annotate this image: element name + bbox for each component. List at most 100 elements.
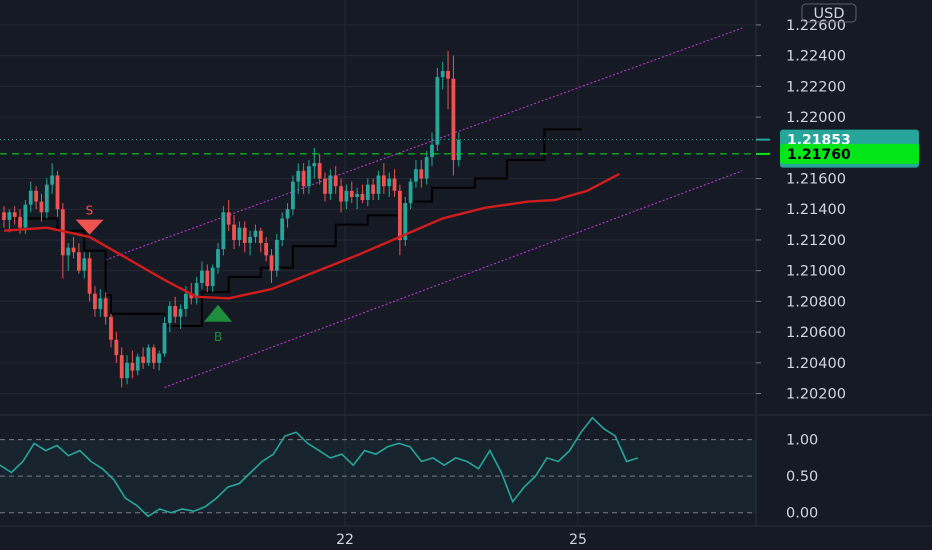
candle-down	[93, 286, 97, 317]
candle-body	[301, 170, 306, 187]
candle-up	[210, 264, 215, 293]
candle-down	[87, 252, 92, 302]
candle-up	[424, 150, 429, 185]
candle-body	[2, 212, 6, 220]
candle-body	[189, 293, 194, 299]
price-tick-label: 1.21400	[786, 202, 846, 218]
candle-up	[167, 301, 172, 333]
sell-signal-marker	[75, 219, 104, 235]
candle-body	[200, 270, 204, 283]
candle-down	[12, 206, 17, 225]
candle-body	[135, 356, 140, 371]
candle-up	[50, 163, 55, 194]
candle-body	[173, 306, 178, 317]
candle-down	[392, 169, 397, 197]
trailing-stop-path	[4, 128, 582, 327]
price-tick-label: 1.22000	[786, 110, 846, 126]
candle-down	[119, 347, 124, 388]
candle-body	[34, 190, 38, 202]
candle-down	[226, 200, 231, 231]
candle-down	[371, 178, 376, 201]
candle-up	[440, 61, 445, 90]
candle-down	[339, 178, 343, 213]
candle-body	[226, 212, 231, 225]
candle-body	[39, 201, 44, 213]
candle-body	[194, 282, 199, 299]
currency-button[interactable]: USD	[801, 3, 857, 23]
candle-body	[381, 175, 386, 187]
candle-body	[146, 347, 151, 363]
candle-body	[184, 293, 188, 310]
candle-body	[285, 209, 290, 219]
candle-down	[205, 264, 210, 293]
candle-up	[44, 178, 49, 219]
candle-up	[98, 289, 103, 317]
candle-body	[280, 218, 285, 240]
candle-down	[2, 206, 6, 228]
candle-up	[125, 355, 129, 385]
candle-body	[125, 362, 129, 379]
price-axis[interactable]: 1.226001.224001.222001.220001.216001.214…	[756, 3, 857, 403]
candle-body	[360, 193, 365, 201]
candle-down	[39, 193, 44, 222]
candle-down	[151, 344, 156, 369]
time-axis[interactable]: 22 25	[336, 532, 587, 548]
oscillator-tick-label: 0.50	[786, 469, 818, 485]
candle-body	[253, 230, 258, 237]
oscillator-line	[0, 416, 639, 518]
oscillator-tick-label: 1.00	[786, 433, 818, 449]
candle-body	[403, 203, 408, 240]
buy-signal-label: B	[214, 330, 222, 344]
candle-body	[93, 293, 97, 310]
price-badges: 1.2185302:24:261.21760	[756, 129, 919, 168]
price-channel	[105, 27, 743, 388]
candle-body	[82, 258, 87, 271]
candle-up	[387, 172, 392, 197]
candle-down	[264, 236, 269, 262]
price-level-lines	[0, 139, 756, 155]
candle-body	[430, 144, 434, 158]
candle-down	[360, 184, 365, 204]
sell-signal-label: S	[86, 204, 94, 218]
candle-body	[28, 190, 33, 205]
price-tick-label: 1.20400	[786, 356, 846, 372]
candle-up	[274, 233, 279, 277]
candle-body	[248, 236, 252, 244]
candle-body	[77, 252, 81, 271]
candle-up	[285, 203, 290, 228]
candle-down	[269, 249, 274, 283]
level-value: 1.21760	[787, 147, 851, 163]
candle-up	[408, 178, 413, 210]
currency-label: USD	[814, 6, 845, 22]
candle-down	[114, 332, 119, 363]
candlestick-series	[2, 51, 461, 388]
price-tick-label: 1.20800	[786, 294, 846, 310]
oscillator-pane: 1.00 0.50 0.00	[0, 416, 818, 522]
candle-down	[349, 181, 354, 204]
candle-body	[371, 184, 376, 194]
candle-up	[312, 147, 317, 179]
price-tick-label: 1.22200	[786, 79, 846, 95]
candle-down	[301, 163, 306, 194]
candle-up	[200, 261, 204, 290]
candle-body	[178, 309, 183, 317]
candle-body	[7, 212, 12, 220]
candle-body	[205, 270, 210, 287]
candle-up	[146, 344, 151, 366]
candle-down	[398, 184, 402, 256]
channel-lower-line	[164, 170, 743, 388]
candle-body	[151, 347, 156, 363]
candle-body	[317, 163, 322, 179]
candle-body	[274, 239, 279, 271]
channel-upper-line	[105, 27, 743, 261]
candle-body	[87, 258, 92, 294]
candle-body	[344, 190, 349, 202]
candle-body	[167, 306, 172, 323]
candle-up	[307, 160, 311, 194]
candle-down	[130, 350, 135, 379]
candle-body	[50, 175, 55, 185]
candle-body	[440, 70, 445, 78]
price-tick-label: 1.21000	[786, 264, 846, 280]
candle-down	[77, 243, 81, 274]
